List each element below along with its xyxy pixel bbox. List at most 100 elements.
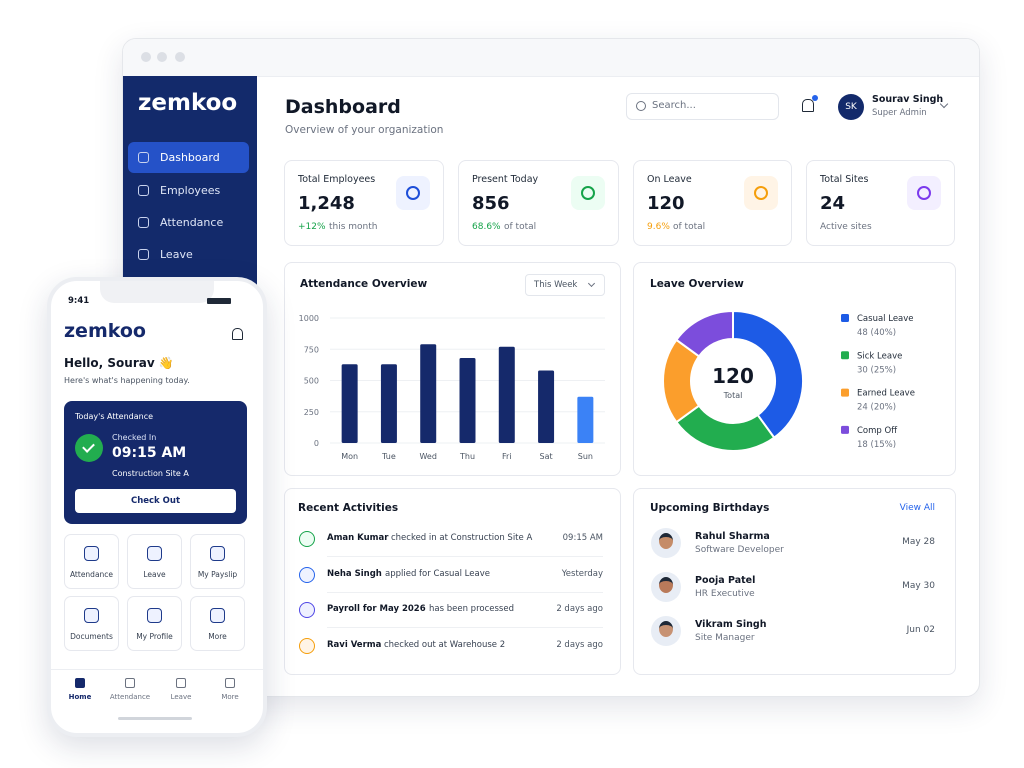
activity-text: applied for Casual Leave	[385, 568, 490, 579]
stat-label: Present Today	[472, 174, 539, 185]
search-icon	[636, 101, 646, 111]
attendance-time: 09:15 AM	[112, 445, 187, 461]
phone-bell[interactable]	[232, 328, 243, 340]
activity-text: has been processed	[429, 604, 514, 615]
tile-label: My Profile	[136, 632, 173, 641]
quick-tile[interactable]	[127, 534, 182, 589]
leave-card	[633, 262, 956, 476]
tab-icon[interactable]	[176, 678, 186, 688]
page-subtitle: Overview of your organization	[285, 124, 444, 136]
stat-note: of total	[504, 222, 537, 232]
birthday-role: Software Developer	[695, 545, 784, 555]
stat-note: of total	[673, 222, 706, 232]
tab-icon[interactable]	[75, 678, 85, 688]
stat-label: Total Employees	[298, 174, 376, 185]
tile-icon	[84, 546, 99, 561]
nav-icon	[138, 152, 149, 163]
tile-icon	[147, 608, 162, 623]
activity-text: checked in at Construction Site A	[391, 533, 533, 543]
title-bar	[123, 39, 979, 77]
window-dot	[175, 52, 185, 62]
quick-tile[interactable]	[127, 596, 182, 651]
tile-icon	[84, 608, 99, 623]
divider	[327, 556, 603, 557]
search-box[interactable]: Search...	[626, 93, 779, 120]
logo: zemkoo	[138, 90, 238, 116]
card-title: Attendance Overview	[300, 278, 428, 290]
window-dot	[157, 52, 167, 62]
stat-note: this month	[329, 222, 378, 232]
attendance-card	[284, 262, 621, 476]
phone-notch	[100, 281, 214, 303]
quick-tile[interactable]	[64, 534, 119, 589]
tile-label: Attendance	[69, 570, 114, 579]
stat-delta: +12%	[298, 222, 326, 232]
user-name: Sourav Singh	[872, 94, 944, 105]
status-icons	[207, 298, 231, 304]
user-role: Super Admin	[872, 108, 927, 118]
stat-value: 120	[647, 193, 685, 214]
quick-tile[interactable]	[190, 596, 245, 651]
tab-label: Home	[68, 693, 92, 701]
stat-delta: 9.6%	[647, 222, 670, 232]
birthday-name: Rahul Sharma	[695, 531, 770, 542]
stat-value: 856	[472, 193, 510, 214]
nav-icon	[138, 217, 149, 228]
nav-item[interactable]: Leave	[128, 239, 249, 270]
activity-subject: Aman Kumar	[327, 533, 389, 543]
notification-dot	[812, 95, 818, 101]
tile-icon	[147, 546, 162, 561]
stat-value: 1,248	[298, 193, 355, 214]
activity-icon	[299, 566, 315, 583]
birthdays-card	[633, 488, 956, 675]
card-title: Upcoming Birthdays	[650, 502, 770, 514]
tile-icon	[210, 546, 225, 561]
home-indicator	[118, 717, 192, 720]
birthday-role: Site Manager	[695, 633, 755, 643]
attendance-title: Today's Attendance	[75, 412, 154, 421]
quick-tile[interactable]	[64, 596, 119, 651]
stat-icon	[754, 186, 768, 200]
quick-tile[interactable]	[190, 534, 245, 589]
activity-subject: Ravi Verma	[327, 640, 382, 651]
nav-icon	[138, 185, 149, 196]
divider	[327, 627, 603, 629]
tab-icon[interactable]	[225, 678, 235, 688]
tab-icon[interactable]	[125, 678, 135, 688]
check-out-button[interactable]: Check Out	[75, 489, 236, 513]
tile-label: Documents	[70, 632, 113, 641]
divider	[327, 591, 603, 593]
chevron	[587, 279, 596, 288]
stat-value: 24	[820, 193, 846, 214]
card-title: Recent Activities	[298, 502, 399, 514]
stat-icon	[917, 186, 931, 200]
stat-delta: 68.6%	[472, 222, 501, 232]
avatar-face	[659, 577, 673, 593]
nav-item[interactable]: Attendance	[128, 207, 249, 238]
filter-dropdown[interactable]: This Week	[525, 274, 605, 296]
activity-text: checked out at Warehouse 2	[384, 640, 506, 651]
greeting-subtext: Here's what's happening today.	[64, 376, 190, 385]
filter-label: This Week	[534, 280, 578, 290]
avatar-face	[659, 621, 673, 637]
phone-logo: zemkoo	[64, 320, 146, 342]
nav-icon	[138, 249, 149, 260]
check-icon	[75, 434, 103, 462]
bell-icon[interactable]	[802, 99, 814, 112]
attendance-site: Construction Site A	[112, 469, 189, 478]
nav-item[interactable]: Dashboard	[128, 142, 249, 173]
search-placeholder: Search...	[652, 100, 696, 111]
nav-item[interactable]: Employees	[128, 175, 249, 206]
stat-label: Total Sites	[820, 174, 869, 185]
avatar-face	[659, 533, 673, 549]
stat-icon	[581, 186, 595, 200]
activities-card	[284, 488, 621, 675]
nav-label: Employees	[160, 184, 221, 197]
tile-label: My Payslip	[197, 570, 238, 579]
nav-label: Attendance	[160, 216, 224, 229]
activity-subject: Payroll for May 2026	[327, 604, 426, 615]
view-all-link[interactable]: View All	[899, 503, 935, 513]
tile-label: More	[208, 632, 227, 641]
avatar[interactable]: SK	[838, 94, 864, 120]
